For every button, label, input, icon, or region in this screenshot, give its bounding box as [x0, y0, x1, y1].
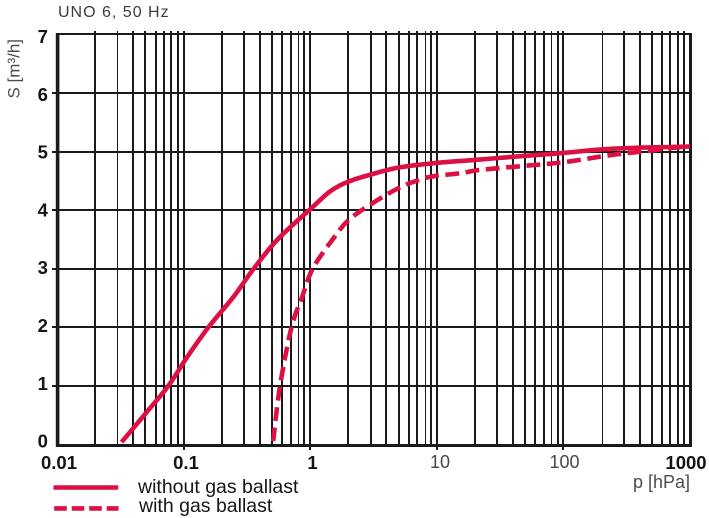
- svg-text:0.01: 0.01: [41, 452, 77, 473]
- svg-text:UNO 6, 50 Hz: UNO 6, 50 Hz: [58, 4, 170, 21]
- svg-text:10: 10: [430, 452, 450, 472]
- svg-text:1: 1: [38, 373, 48, 394]
- svg-text:1: 1: [307, 452, 317, 473]
- svg-text:2: 2: [38, 315, 48, 336]
- svg-text:100: 100: [549, 452, 579, 472]
- svg-text:5: 5: [38, 142, 48, 163]
- svg-text:7: 7: [38, 26, 48, 47]
- svg-text:3: 3: [38, 257, 48, 278]
- svg-text:1000: 1000: [665, 452, 706, 473]
- svg-text:6: 6: [38, 84, 48, 105]
- svg-text:with gas ballast: with gas ballast: [138, 495, 273, 517]
- svg-text:4: 4: [38, 199, 49, 220]
- svg-text:0: 0: [38, 431, 48, 452]
- svg-text:without gas ballast: without gas ballast: [137, 476, 299, 498]
- svg-text:0.1: 0.1: [173, 452, 199, 473]
- svg-text:p [hPa]: p [hPa]: [633, 472, 690, 492]
- svg-text:S [m³/h]: S [m³/h]: [5, 39, 24, 99]
